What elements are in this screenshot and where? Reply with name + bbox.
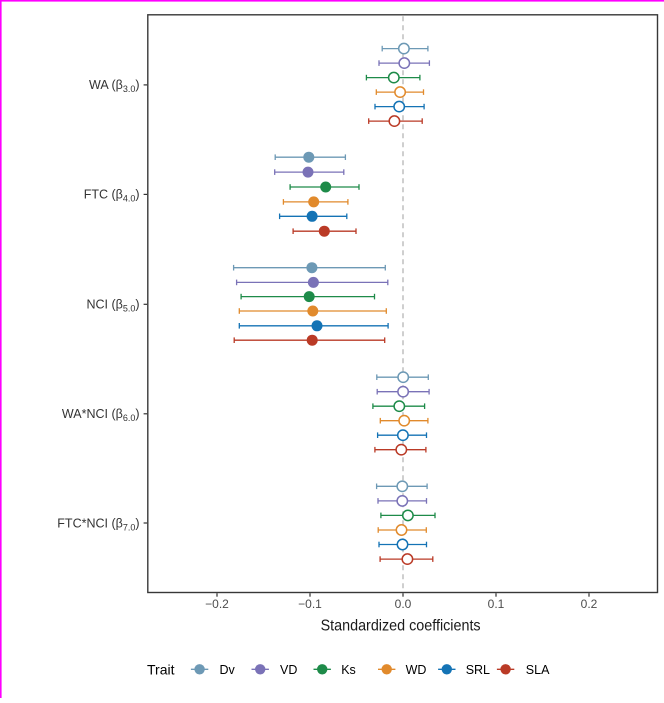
svg-text:0.0: 0.0 xyxy=(395,597,412,611)
svg-text:0.1: 0.1 xyxy=(488,597,505,611)
svg-text:Standardized coefficients: Standardized coefficients xyxy=(321,618,481,635)
svg-text:0.2: 0.2 xyxy=(581,597,598,611)
svg-text:Ks: Ks xyxy=(341,663,356,677)
svg-text:WA*NCI (β6.0): WA*NCI (β6.0) xyxy=(62,407,140,423)
svg-text:SLA: SLA xyxy=(526,663,550,677)
svg-text:−0.2: −0.2 xyxy=(205,597,229,611)
svg-text:Trait: Trait xyxy=(147,661,175,677)
svg-text:SRL: SRL xyxy=(466,663,490,677)
svg-text:WD: WD xyxy=(406,663,427,677)
svg-text:FTC*NCI (β7.0): FTC*NCI (β7.0) xyxy=(57,516,139,532)
svg-text:−0.1: −0.1 xyxy=(298,597,322,611)
svg-text:VD: VD xyxy=(280,663,297,677)
svg-text:Dv: Dv xyxy=(220,663,236,677)
